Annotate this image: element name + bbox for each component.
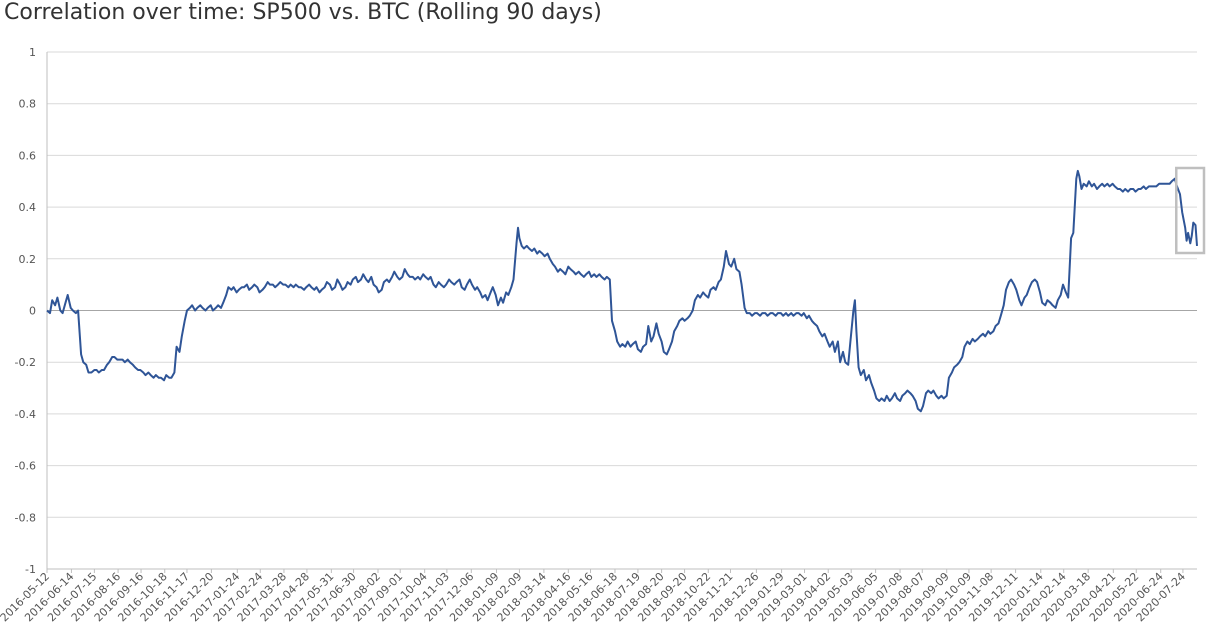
y-tick-label: -0.2 xyxy=(15,356,36,369)
y-tick-label: -0.4 xyxy=(15,408,36,421)
y-tick-label: 0.4 xyxy=(19,201,37,214)
y-tick-label: 0.6 xyxy=(19,149,37,162)
y-tick-label: 0.8 xyxy=(19,98,37,111)
y-tick-label: -1 xyxy=(25,563,36,576)
y-tick-label: 0 xyxy=(29,305,36,318)
series-group xyxy=(46,169,1198,413)
series-line xyxy=(46,169,1198,413)
x-tick-labels: 2016-05-122016-06-142016-07-152016-08-16… xyxy=(0,569,1188,624)
chart-title: Correlation over time: SP500 vs. BTC (Ro… xyxy=(4,0,602,25)
y-tick-label: -0.8 xyxy=(15,511,36,524)
y-tick-label: -0.6 xyxy=(15,460,36,473)
highlight-box xyxy=(1175,166,1206,255)
y-tick-labels: 1 0.8 0.6 0.4 0.2 0 -0.2 -0.4 -0.6 -0.8 -1 xyxy=(15,46,36,576)
y-tick-label: 0.2 xyxy=(19,253,37,266)
axes xyxy=(46,52,1197,570)
highlight-group xyxy=(1175,166,1206,255)
y-tick-label: 1 xyxy=(29,46,36,59)
